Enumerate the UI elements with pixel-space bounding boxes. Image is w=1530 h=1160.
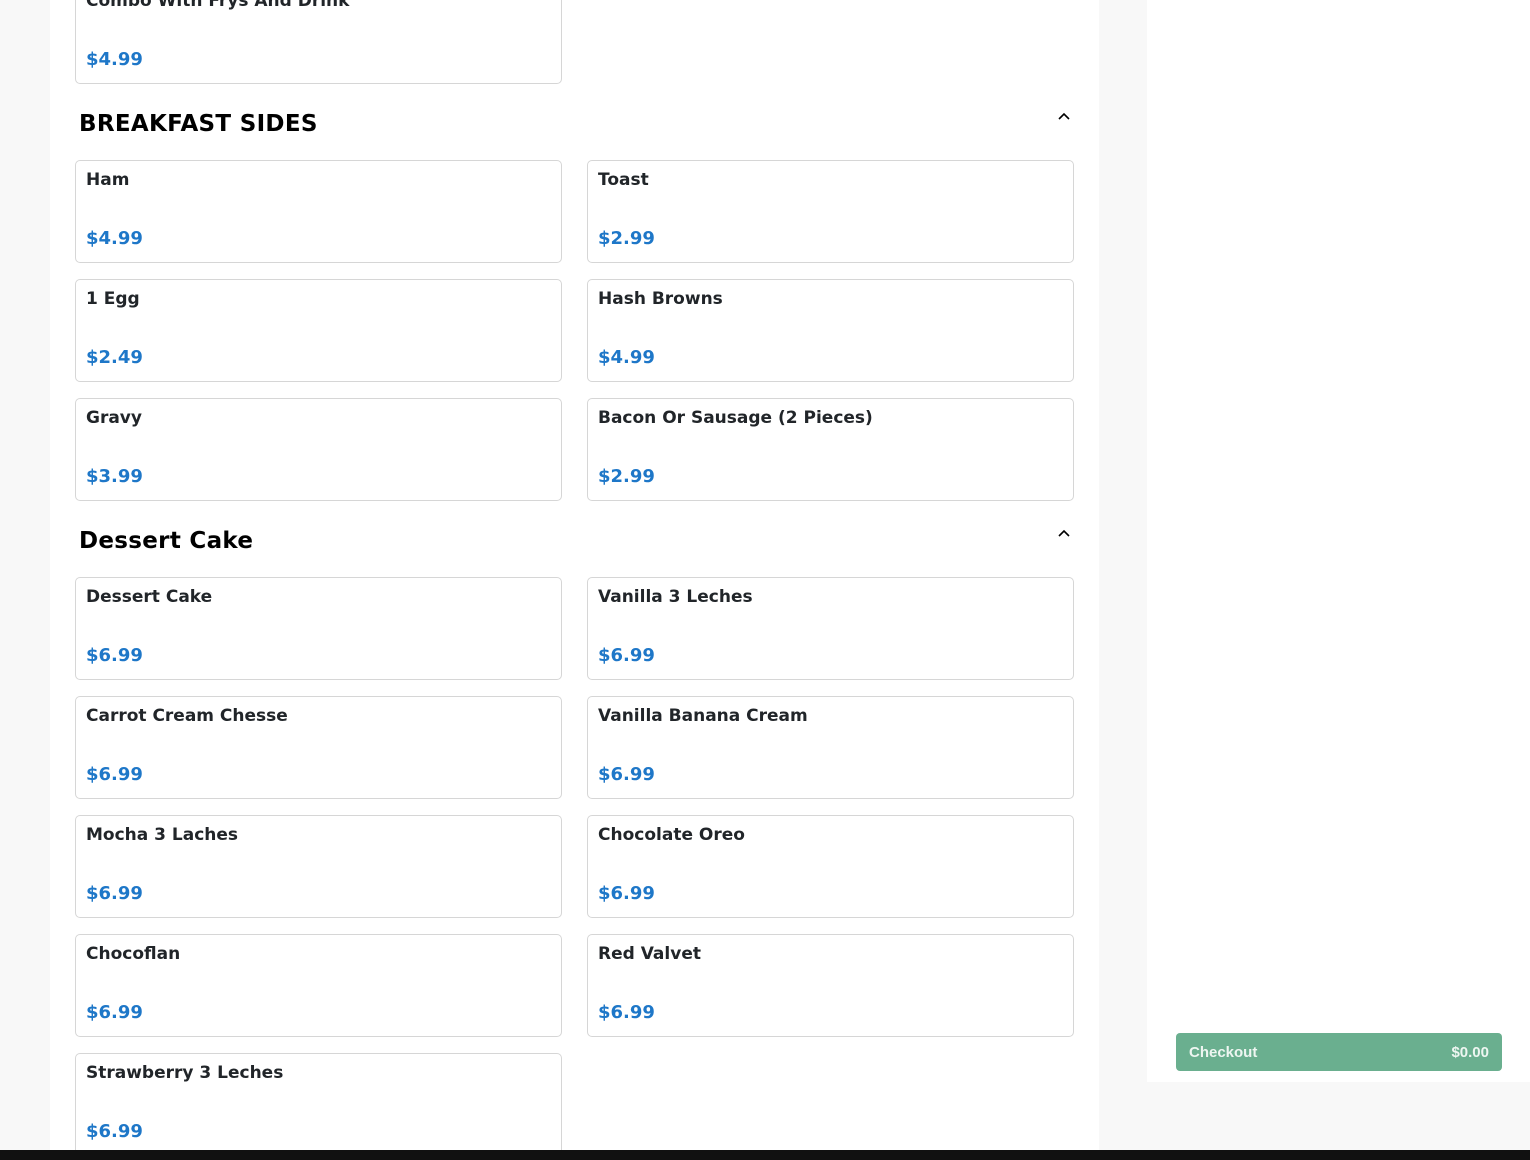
cart-total: $0.00 xyxy=(1451,1044,1489,1061)
item-price: $6.99 xyxy=(86,1121,143,1142)
menu-panel: Combo With Frys And Drink $4.99 BREAKFAST … xyxy=(50,0,1099,1150)
menu-item-card[interactable]: Chocoflan $6.99 xyxy=(75,934,562,1037)
item-name: Combo With Frys And Drink xyxy=(86,0,350,11)
item-price: $6.99 xyxy=(86,1002,143,1023)
item-name: Vanilla 3 Leches xyxy=(598,587,753,607)
item-price: $4.99 xyxy=(86,49,143,70)
item-name: Vanilla Banana Cream xyxy=(598,706,808,726)
item-price: $2.99 xyxy=(598,228,655,249)
section-title: BREAKFAST SIDES xyxy=(79,111,318,137)
bottom-bar xyxy=(0,1150,1530,1160)
menu-item-card[interactable]: Dessert Cake $6.99 xyxy=(75,577,562,680)
item-price: $4.99 xyxy=(598,347,655,368)
menu-item-card[interactable]: Chocolate Oreo $6.99 xyxy=(587,815,1074,918)
menu-item-card[interactable]: Mocha 3 Laches $6.99 xyxy=(75,815,562,918)
menu-item-card[interactable]: Carrot Cream Chesse $6.99 xyxy=(75,696,562,799)
section-header: Dessert Cake xyxy=(75,517,1074,567)
menu-item-card[interactable]: Gravy $3.99 xyxy=(75,398,562,501)
menu-item-card[interactable]: Vanilla Banana Cream $6.99 xyxy=(587,696,1074,799)
item-price: $3.99 xyxy=(86,466,143,487)
cart-panel: Checkout $0.00 xyxy=(1147,0,1530,1082)
item-name: Chocoflan xyxy=(86,944,181,964)
menu-item-card[interactable]: Strawberry 3 Leches $6.99 xyxy=(75,1053,562,1150)
item-grid: Combo With Frys And Drink $4.99 xyxy=(75,0,1074,84)
chevron-up-icon[interactable] xyxy=(1054,106,1074,126)
item-name: Ham xyxy=(86,170,130,190)
menu-item-card[interactable]: Ham $4.99 xyxy=(75,160,562,263)
item-name: Toast xyxy=(598,170,649,190)
item-price: $6.99 xyxy=(86,645,143,666)
item-price: $6.99 xyxy=(598,1002,655,1023)
item-price: $2.49 xyxy=(86,347,143,368)
menu-item-card[interactable]: Combo With Frys And Drink $4.99 xyxy=(75,0,562,84)
item-name: 1 Egg xyxy=(86,289,140,309)
item-price: $6.99 xyxy=(86,764,143,785)
section-header: BREAKFAST SIDES xyxy=(75,100,1074,150)
item-price: $6.99 xyxy=(86,883,143,904)
item-name: Dessert Cake xyxy=(86,587,213,607)
menu-item-card[interactable]: Vanilla 3 Leches $6.99 xyxy=(587,577,1074,680)
menu-list: Combo With Frys And Drink $4.99 BREAKFAST … xyxy=(75,0,1074,1150)
item-price: $6.99 xyxy=(598,764,655,785)
menu-item-card[interactable]: 1 Egg $2.49 xyxy=(75,279,562,382)
item-grid: Ham $4.99 Toast $2.99 1 Egg $2.49 Hash Browns $… xyxy=(75,160,1074,501)
item-name: Red Valvet xyxy=(598,944,701,964)
item-name: Bacon Or Sausage (2 Pieces) xyxy=(598,408,873,428)
menu-item-card[interactable]: Red Valvet $6.99 xyxy=(587,934,1074,1037)
checkout-label: Checkout xyxy=(1189,1044,1258,1061)
item-grid: Dessert Cake $6.99 Vanilla 3 Leches $6.99 Ca… xyxy=(75,577,1074,1150)
item-name: Carrot Cream Chesse xyxy=(86,706,288,726)
menu-item-card[interactable]: Bacon Or Sausage (2 Pieces) $2.99 xyxy=(587,398,1074,501)
item-name: Strawberry 3 Leches xyxy=(86,1063,284,1083)
item-price: $4.99 xyxy=(86,228,143,249)
item-name: Chocolate Oreo xyxy=(598,825,745,845)
item-name: Hash Browns xyxy=(598,289,723,309)
item-price: $2.99 xyxy=(598,466,655,487)
menu-item-card[interactable]: Toast $2.99 xyxy=(587,160,1074,263)
item-name: Mocha 3 Laches xyxy=(86,825,239,845)
item-price: $6.99 xyxy=(598,883,655,904)
chevron-up-icon[interactable] xyxy=(1054,523,1074,543)
menu-item-card[interactable]: Hash Browns $4.99 xyxy=(587,279,1074,382)
item-price: $6.99 xyxy=(598,645,655,666)
section-title: Dessert Cake xyxy=(79,528,254,554)
checkout-button[interactable]: Checkout $0.00 xyxy=(1176,1033,1502,1071)
item-name: Gravy xyxy=(86,408,142,428)
